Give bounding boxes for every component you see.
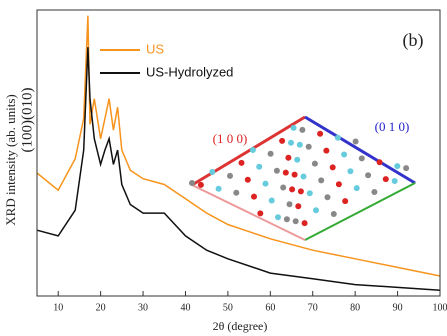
inset-atom [275,214,281,220]
inset-atom [287,201,293,207]
inset-atom [274,168,280,174]
inset-label: (0 1 0) [375,119,410,134]
inset-atom [298,188,304,194]
x-tick-label: 70 [308,302,318,313]
inset-atom [365,172,371,178]
inset-atom [285,155,291,161]
inset-atom [250,147,256,153]
inset-atom [189,180,195,186]
inset-atom [313,207,319,213]
inset-atom [359,155,365,161]
inset-atom [307,190,313,196]
inset-atom [330,164,336,170]
inset-atom [284,216,290,222]
inset-atom [294,157,300,163]
x-tick-label: 90 [393,302,403,313]
inset-atom [269,198,275,204]
chart: (b) XRD intensity (ab. units) (100)(010)… [0,0,447,336]
x-tick-label: 40 [180,302,190,313]
inset-atom [283,170,289,176]
inset-atom [245,177,251,183]
inset-atom [279,138,285,144]
inset-atom [312,161,318,167]
inset-atom [251,194,257,200]
inset-axis-c [305,183,415,240]
inset-atom [341,152,347,158]
inset-atom [216,186,222,192]
legend-label: US [146,41,164,56]
peak-annotation: (100)(010) [19,88,35,153]
inset-atom [293,218,299,224]
inset-atom [336,181,342,187]
inset-atom [353,139,359,145]
inset-atom [347,168,353,174]
inset-atom [239,160,245,166]
inset-atom [301,174,307,180]
inset-atom [257,210,263,216]
inset-axis-a [192,117,305,185]
inset-atom [354,185,360,191]
inset-atom [288,140,294,146]
x-tick-label: 30 [138,302,148,313]
inset-atom [383,176,389,182]
inset-atom [317,131,323,137]
data-line [37,47,440,290]
inset-atom [302,220,308,226]
chart-title: (b) [403,30,424,51]
inset-atom [335,135,341,141]
inset-atom [289,186,295,192]
x-tick-label: 20 [96,302,106,313]
inset-atom [371,189,377,195]
inset-atom [392,178,398,184]
inset-atom [403,165,409,171]
x-tick-label: 100 [433,302,447,313]
inset-atom [331,211,337,217]
x-axis-label: 2θ (degree) [213,319,268,333]
inset-atom [292,172,298,178]
inset-atom [198,182,204,188]
inset-atom [233,190,239,196]
x-tick-label: 10 [53,302,63,313]
inset-atom [297,142,303,148]
inset-atom [323,148,329,154]
inset-atom [377,159,383,165]
inset-atom [306,144,312,150]
x-tick-label: 50 [223,302,233,313]
inset-atom [299,127,305,133]
inset-atom [256,164,262,170]
inset-atom [268,151,274,157]
inset-label: (1 0 0) [213,131,248,146]
inset-atom [394,163,400,169]
y-axis-label: XRD intensity (ab. units) [3,94,18,225]
inset-atom [325,194,331,200]
inset-atom [263,181,269,187]
inset-atom [342,198,348,204]
x-tick-label: 80 [350,302,360,313]
inset-atom [295,203,301,209]
inset-atom [291,125,297,131]
inset-atom [280,185,286,191]
x-tick-label: 60 [265,302,275,313]
inset-atom [318,177,324,183]
inset-atom [227,173,233,179]
legend-label: US-Hydrolyzed [146,64,233,79]
inset-atom [209,169,215,175]
